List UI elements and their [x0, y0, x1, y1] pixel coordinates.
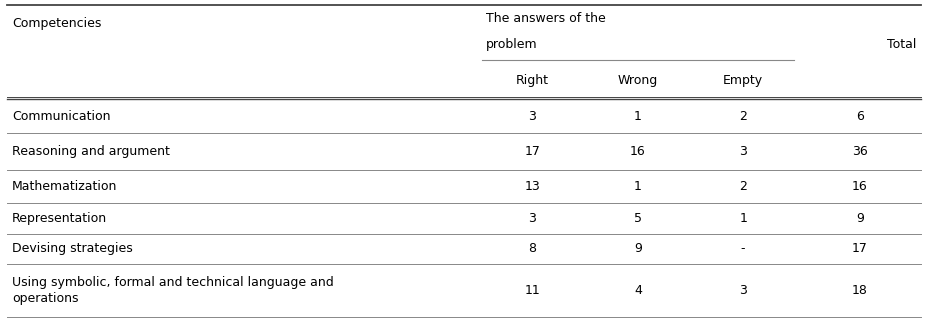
Text: 16: 16	[630, 145, 646, 158]
Text: 2: 2	[739, 180, 747, 193]
Text: 1: 1	[634, 109, 642, 123]
Text: 9: 9	[856, 212, 864, 225]
Text: 5: 5	[634, 212, 642, 225]
Text: Communication: Communication	[12, 109, 110, 123]
Text: 8: 8	[529, 242, 536, 255]
Text: Devising strategies: Devising strategies	[12, 242, 132, 255]
Text: Competencies: Competencies	[12, 17, 102, 30]
Text: 4: 4	[634, 284, 642, 297]
Text: Right: Right	[516, 74, 549, 87]
Text: 9: 9	[634, 242, 642, 255]
Text: 11: 11	[524, 284, 541, 297]
Text: 1: 1	[739, 212, 747, 225]
Text: -: -	[741, 242, 745, 255]
Text: 16: 16	[852, 180, 868, 193]
Text: Reasoning and argument: Reasoning and argument	[12, 145, 169, 158]
Text: 18: 18	[852, 284, 868, 297]
Text: The answers of the: The answers of the	[486, 12, 606, 26]
Text: 3: 3	[739, 284, 747, 297]
Text: 3: 3	[739, 145, 747, 158]
Text: 6: 6	[856, 109, 864, 123]
Text: Wrong: Wrong	[618, 74, 658, 87]
Text: 2: 2	[739, 109, 747, 123]
Text: 17: 17	[852, 242, 868, 255]
Text: Representation: Representation	[12, 212, 107, 225]
Text: 17: 17	[524, 145, 541, 158]
Text: problem: problem	[486, 38, 538, 51]
Text: 13: 13	[524, 180, 541, 193]
Text: 3: 3	[529, 212, 536, 225]
Text: 1: 1	[634, 180, 642, 193]
Text: Using symbolic, formal and technical language and
operations: Using symbolic, formal and technical lan…	[12, 276, 333, 305]
Text: 3: 3	[529, 109, 536, 123]
Text: Empty: Empty	[723, 74, 763, 87]
Text: Total: Total	[887, 38, 917, 51]
Text: Mathematization: Mathematization	[12, 180, 118, 193]
Text: 36: 36	[852, 145, 868, 158]
